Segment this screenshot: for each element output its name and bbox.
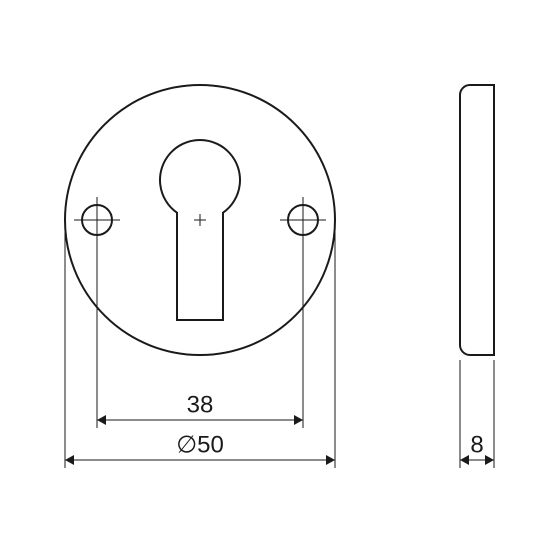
dim-label-d38: 38 [187,391,214,418]
dim-label-d50: ∅50 [176,431,224,458]
dim-label-d8: 8 [470,431,483,458]
